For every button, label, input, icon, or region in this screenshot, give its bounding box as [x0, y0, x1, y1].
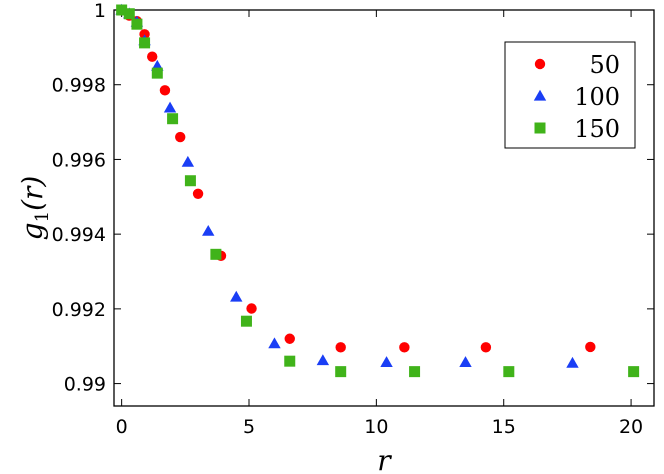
legend-marker-triangle [533, 89, 547, 101]
data-points [115, 3, 640, 378]
data-point-circle [246, 303, 257, 314]
x-tick-label: 20 [619, 416, 643, 438]
data-point-circle [175, 131, 186, 143]
y-tick-label: 0.992 [52, 299, 106, 321]
data-point-triangle [202, 224, 215, 236]
legend-label: 150 [574, 115, 620, 143]
data-point-triangle [181, 155, 195, 167]
y-axis-label-sub: 1 [32, 211, 53, 222]
data-point-circle [139, 29, 150, 40]
data-point-square [184, 175, 196, 187]
plot-area-frame [113, 9, 655, 407]
legend-marker-square [534, 122, 546, 134]
data-point-square [123, 8, 135, 20]
y-tick-label: 0.994 [52, 224, 106, 246]
data-point-circle [147, 51, 158, 62]
y-tick-label: 0.998 [52, 75, 106, 97]
series-150 [116, 4, 640, 378]
data-point-circle [192, 188, 204, 200]
data-point-square [628, 366, 640, 378]
x-tick-label: 5 [243, 416, 255, 438]
y-axis-label-main: g [16, 222, 49, 240]
x-tick-label: 15 [492, 416, 516, 438]
y-axis-label: g1(r) [16, 176, 53, 241]
data-point-square [210, 248, 222, 260]
y-tick-label: 0.996 [52, 149, 106, 171]
data-point-triangle [380, 356, 393, 367]
legend-label: 100 [574, 83, 620, 111]
data-point-square [240, 315, 252, 327]
data-point-circle [585, 341, 596, 353]
data-point-square [409, 366, 421, 378]
y-tick-label: 0.99 [64, 374, 106, 396]
x-tick-label: 10 [364, 416, 388, 438]
data-point-square [167, 113, 179, 125]
data-point-circle [335, 342, 346, 353]
tick-labels: 0 5 10 15 20 0.99 0.992 0.994 0.996 0.998 1 [52, 0, 644, 438]
data-point-triangle [163, 101, 177, 113]
data-point-square [284, 355, 296, 367]
data-point-circle [399, 342, 410, 353]
legend-box [504, 41, 636, 149]
data-point-square [116, 4, 128, 16]
x-axis-label: r [377, 444, 392, 474]
data-point-square [335, 366, 347, 378]
data-point-triangle [459, 356, 472, 367]
data-point-circle [159, 85, 171, 96]
data-point-square [503, 366, 515, 378]
y-axis-label-arg: (r) [16, 176, 49, 211]
y-tick-label: 1 [94, 0, 106, 22]
data-point-square [139, 37, 151, 49]
data-point-triangle [230, 290, 243, 302]
legend-label: 50 [589, 51, 620, 79]
data-point-triangle [268, 337, 281, 349]
x-tick-label: 0 [116, 416, 128, 438]
legend: 50 100 150 [504, 41, 636, 149]
legend-marker-circle [534, 58, 546, 70]
data-point-square [151, 67, 163, 79]
data-point-circle [480, 342, 492, 353]
data-point-square [131, 18, 143, 30]
data-point-triangle [316, 354, 330, 366]
data-point-triangle [566, 356, 579, 368]
data-point-circle [284, 333, 295, 344]
